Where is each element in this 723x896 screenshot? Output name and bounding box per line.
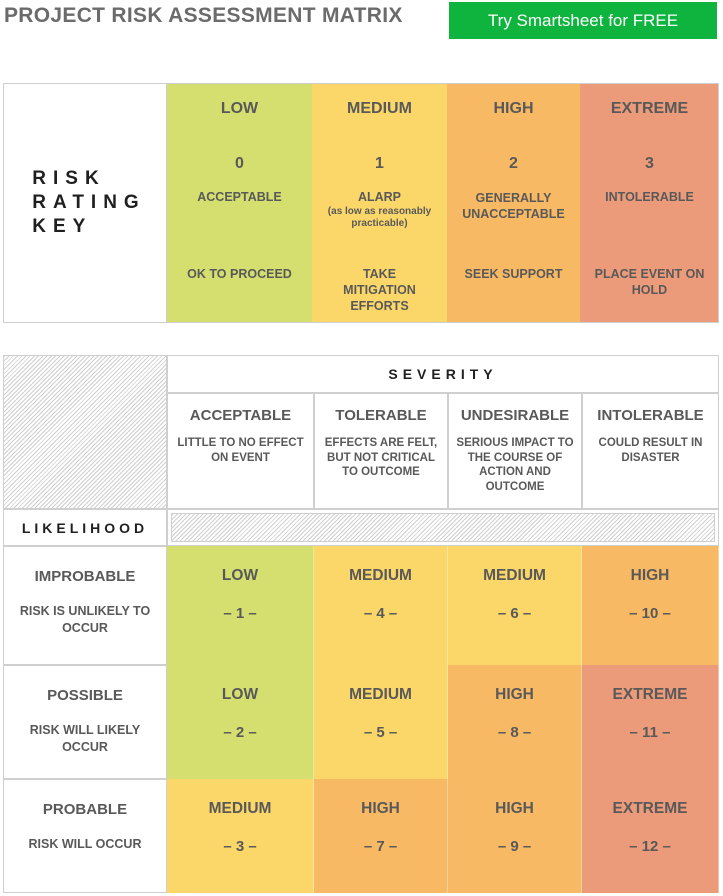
matrix-cell-level: HIGH: [361, 800, 400, 817]
risk-rating-key-label: RISK RATING KEY: [3, 83, 167, 323]
matrix-cell-level: HIGH: [495, 686, 534, 703]
matrix-cell-score: – 10 –: [629, 605, 671, 622]
rating-label: ACCEPTABLE: [197, 190, 282, 204]
severity-title: TOLERABLE: [335, 407, 427, 424]
matrix-cell-score: – 1 –: [223, 605, 257, 622]
severity-title: INTOLERABLE: [597, 407, 704, 424]
page-title: PROJECT RISK ASSESSMENT MATRIX: [4, 4, 403, 27]
rating-number: 1: [375, 155, 384, 172]
risk-rating-key-text: RISK RATING KEY: [32, 168, 146, 237]
rating-category-cell: LOW: [167, 83, 312, 135]
rating-level-cell: 2 GENERALLY UNACCEPTABLE: [447, 135, 580, 250]
matrix-cell-level: MEDIUM: [483, 567, 546, 584]
rating-level-cell: 1 ALARP (as low as reasonably practicable): [312, 135, 447, 250]
matrix-cell-score: – 5 –: [363, 724, 398, 741]
likelihood-header: LIKELIHOOD: [3, 509, 167, 546]
rating-action-text: TAKE MITIGATION EFFORTS: [343, 267, 416, 313]
severity-column: INTOLERABLE COULD RESULT IN DISASTER: [582, 393, 719, 509]
likelihood-header-text: LIKELIHOOD: [21, 519, 149, 536]
matrix-cell-level: MEDIUM: [208, 800, 272, 817]
matrix-cell-level: HIGH: [495, 800, 534, 817]
matrix-cell: HIGH – 10 –: [582, 546, 719, 665]
matrix-cell: LOW – 1 –: [167, 546, 314, 665]
matrix-cell: EXTREME – 11 –: [582, 665, 719, 779]
matrix-cell: HIGH – 7 –: [314, 779, 448, 893]
rating-number: 3: [645, 155, 654, 172]
matrix-cell-level: LOW: [221, 567, 259, 584]
rating-action-text: SEEK SUPPORT: [464, 267, 563, 281]
rating-level-cell: 3 INTOLERABLE: [580, 135, 719, 250]
severity-title: UNDESIRABLE: [460, 407, 570, 424]
severity-column: ACCEPTABLE LITTLE TO NO EFFECT ON EVENT: [167, 393, 314, 509]
matrix-cell-score: – 4 –: [363, 605, 398, 622]
rating-label: GENERALLY UNACCEPTABLE: [462, 191, 565, 221]
matrix-cell: MEDIUM – 3 –: [167, 779, 314, 893]
matrix-cell-score: – 2 –: [223, 724, 257, 741]
rating-category-cell: MEDIUM: [312, 83, 447, 135]
severity-description: COULD RESULT IN DISASTER: [598, 437, 703, 464]
matrix-cell-level: EXTREME: [612, 686, 688, 703]
likelihood-row-label: POSSIBLE RISK WILL LIKELY OCCUR: [3, 665, 167, 779]
matrix-cell-level: MEDIUM: [349, 686, 412, 703]
matrix-cell: LOW – 2 –: [167, 665, 314, 779]
matrix-cell-level: LOW: [221, 686, 259, 703]
rating-label: INTOLERABLE: [605, 190, 694, 204]
rating-level-cell: 0 ACCEPTABLE: [167, 135, 312, 250]
rating-action-text: OK TO PROCEED: [187, 267, 292, 281]
matrix-cell-score: – 3 –: [223, 838, 257, 855]
rating-action-cell: SEEK SUPPORT: [447, 250, 580, 323]
matrix-cell-score: – 7 –: [363, 838, 398, 855]
severity-column: UNDESIRABLE SERIOUS IMPACT TO THE COURSE …: [448, 393, 582, 509]
rating-category-text: EXTREME: [610, 100, 689, 117]
try-smartsheet-button[interactable]: Try Smartsheet for FREE: [449, 2, 717, 39]
matrix-cell: MEDIUM – 5 –: [314, 665, 448, 779]
likelihood-description: RISK WILL LIKELY OCCUR: [29, 723, 141, 754]
severity-header: SEVERITY: [167, 355, 719, 393]
matrix-cell: HIGH – 9 –: [448, 779, 582, 893]
likelihood-title: PROBABLE: [42, 801, 128, 818]
likelihood-title: POSSIBLE: [47, 687, 123, 704]
rating-category-cell: HIGH: [447, 83, 580, 135]
matrix-cell-level: HIGH: [630, 567, 670, 584]
rating-category-cell: EXTREME: [580, 83, 719, 135]
matrix-cell-score: – 6 –: [497, 605, 532, 622]
likelihood-title: IMPROBABLE: [34, 568, 136, 585]
severity-description: SERIOUS IMPACT TO THE COURSE OF ACTION A…: [456, 437, 574, 493]
likelihood-description: RISK WILL OCCUR: [28, 837, 142, 851]
matrix-cell-score: – 8 –: [497, 724, 532, 741]
rating-number: 0: [235, 155, 244, 172]
matrix-cell: HIGH – 8 –: [448, 665, 582, 779]
likelihood-hatch-band: [167, 509, 719, 546]
rating-action-text: PLACE EVENT ON HOLD: [594, 267, 705, 297]
matrix-cell: MEDIUM – 4 –: [314, 546, 448, 665]
rating-category-text: HIGH: [493, 100, 534, 117]
rating-action-cell: OK TO PROCEED: [167, 250, 312, 323]
rating-action-cell: PLACE EVENT ON HOLD: [580, 250, 719, 323]
matrix-cell: EXTREME – 12 –: [582, 779, 719, 893]
likelihood-row-label: IMPROBABLE RISK IS UNLIKELY TO OCCUR: [3, 546, 167, 665]
severity-description: LITTLE TO NO EFFECT ON EVENT: [177, 437, 304, 464]
severity-title: ACCEPTABLE: [189, 407, 292, 424]
rating-category-text: MEDIUM: [347, 100, 412, 117]
matrix-cell-score: – 11 –: [629, 724, 671, 741]
matrix-cell-level: MEDIUM: [349, 567, 412, 584]
likelihood-hatch-fill: [171, 513, 715, 542]
severity-header-text: SEVERITY: [388, 366, 498, 382]
likelihood-description: RISK IS UNLIKELY TO OCCUR: [19, 604, 151, 635]
matrix-cell-score: – 9 –: [497, 838, 532, 855]
matrix-cell-level: EXTREME: [612, 800, 688, 817]
matrix-corner-hatch: [3, 355, 167, 509]
severity-column: TOLERABLE EFFECTS ARE FELT, BUT NOT CRITI…: [314, 393, 448, 509]
matrix-cell-score: – 12 –: [629, 838, 671, 855]
rating-category-text: LOW: [220, 100, 259, 117]
severity-description: EFFECTS ARE FELT, BUT NOT CRITICAL TO OU…: [324, 437, 438, 478]
rating-sublabel: (as low as reasonably practicable): [327, 206, 432, 229]
rating-action-cell: TAKE MITIGATION EFFORTS: [312, 250, 447, 323]
matrix-cell: MEDIUM – 6 –: [448, 546, 582, 665]
rating-number: 2: [509, 155, 518, 172]
rating-label: ALARP: [357, 190, 402, 204]
likelihood-row-label: PROBABLE RISK WILL OCCUR: [3, 779, 167, 893]
